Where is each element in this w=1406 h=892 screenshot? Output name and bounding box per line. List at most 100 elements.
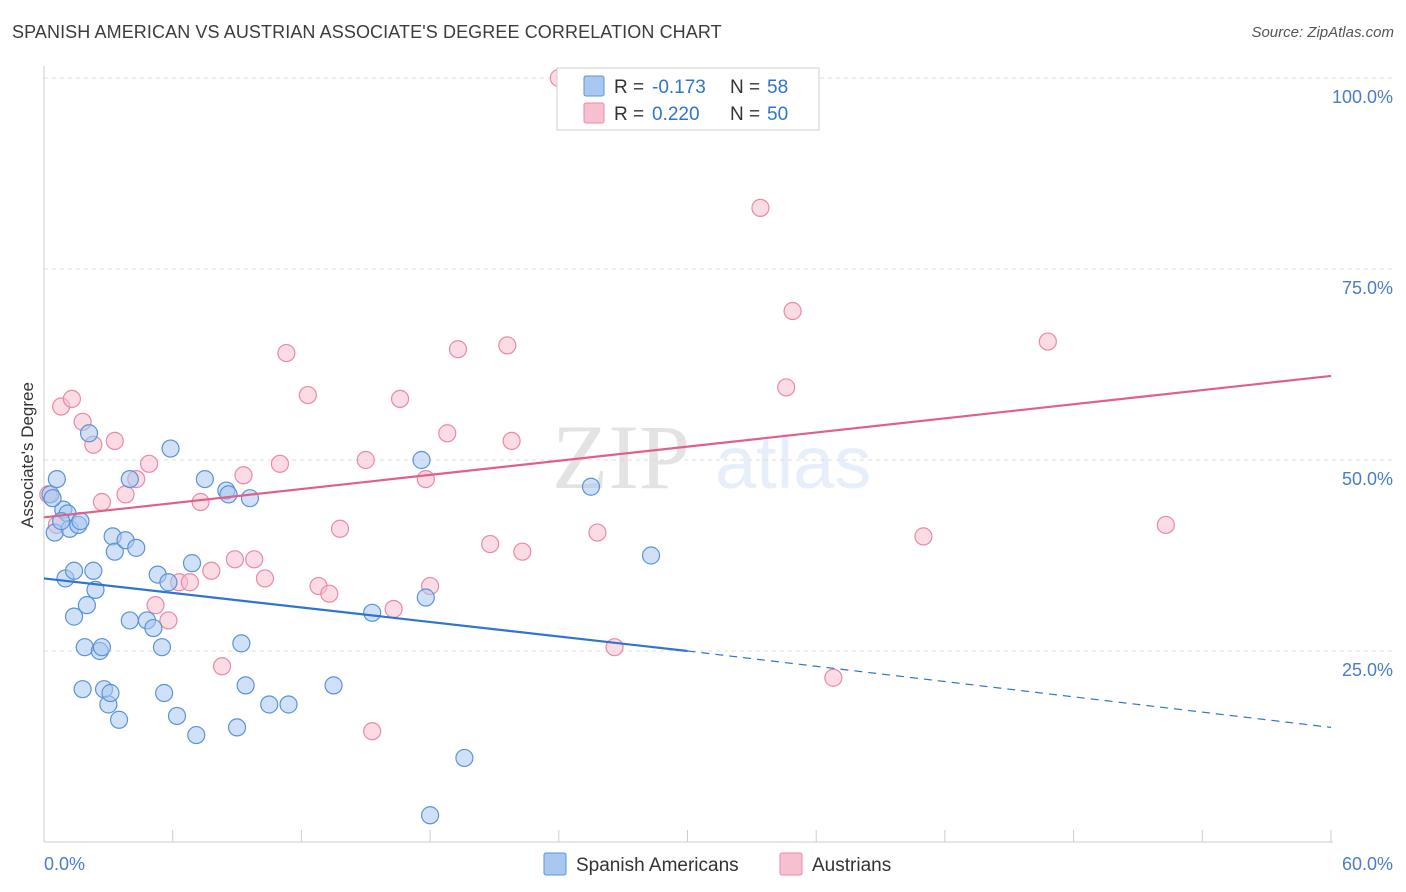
austrians-points xyxy=(39,68,1175,741)
spanish-americans-point xyxy=(75,638,94,657)
austrians-point xyxy=(914,527,933,546)
spanish-americans-point xyxy=(260,695,279,714)
spanish-americans-point xyxy=(195,470,214,489)
austrians-point xyxy=(191,492,210,512)
source-credit: Source: ZipAtlas.com xyxy=(1251,24,1394,41)
trend-line-spanish-americans xyxy=(43,577,688,653)
austrians-point xyxy=(62,389,81,408)
y-tick-labels: 25.0% 50.0% 75.0% 100.0% xyxy=(1332,87,1393,680)
austrians-point xyxy=(146,596,165,615)
austrians-point xyxy=(498,336,517,355)
x-axis-ticks xyxy=(43,830,1332,842)
spanish-americans-point xyxy=(152,638,172,657)
trend-lines xyxy=(43,374,1332,728)
spanish-americans-point xyxy=(363,603,382,622)
spanish-americans-point xyxy=(421,806,440,825)
legend-swatch-blue xyxy=(583,75,605,97)
legend-swatch-pink xyxy=(583,102,605,124)
legend-r-value-pink: 0.220 xyxy=(652,104,700,125)
spanish-americans-point xyxy=(641,546,661,565)
spanish-americans-point xyxy=(240,489,260,508)
austrians-point xyxy=(105,431,124,450)
y-tick-label-25: 25.0% xyxy=(1342,660,1393,680)
austrians-point xyxy=(416,470,435,489)
austrians-point xyxy=(212,657,232,676)
gridlines xyxy=(44,77,1393,652)
spanish-americans-point xyxy=(416,588,435,607)
spanish-americans-point xyxy=(71,512,90,531)
spanish-americans-point xyxy=(161,439,180,458)
spanish-americans-point xyxy=(92,638,112,657)
spanish-americans-point xyxy=(219,485,238,504)
legend-n-value-blue: 58 xyxy=(767,77,788,98)
series-legend: Spanish Americans Austrians xyxy=(543,852,891,876)
austrians-point xyxy=(390,389,410,408)
spanish-americans-point xyxy=(127,538,146,557)
austrians-point xyxy=(481,534,500,554)
legend-r-value-blue: -0.173 xyxy=(652,77,706,98)
spanish-americans-point xyxy=(236,676,255,695)
stats-legend: R = -0.173 N = 58 R = 0.220 N = 50 xyxy=(556,67,820,131)
austrians-point xyxy=(270,454,290,473)
austrians-point xyxy=(234,466,253,485)
spanish-americans-point xyxy=(455,748,474,768)
spanish-americans-point xyxy=(227,718,247,737)
spanish-americans-point xyxy=(73,680,92,699)
y-axis-label: Associate's Degree xyxy=(18,382,37,528)
austrians-point xyxy=(180,573,199,592)
y-tick-label-100: 100.0% xyxy=(1332,87,1393,107)
spanish-americans-point xyxy=(155,683,174,703)
series-legend-swatch-spanish-americans xyxy=(543,852,567,876)
trend-line-austrians xyxy=(43,374,1332,519)
austrians-point xyxy=(116,485,135,504)
austrians-point xyxy=(202,561,221,580)
austrians-point xyxy=(245,550,264,569)
austrians-point xyxy=(159,611,178,630)
spanish-americans-point xyxy=(43,489,62,508)
austrians-point xyxy=(320,584,339,603)
austrians-point xyxy=(384,599,403,619)
legend-r-label-blue: R = xyxy=(614,77,644,98)
chart-title: SPANISH AMERICAN VS AUSTRIAN ASSOCIATE'S… xyxy=(12,22,722,42)
spanish-americans-point xyxy=(182,554,202,573)
spanish-americans-point xyxy=(144,618,163,638)
austrians-point xyxy=(751,198,770,217)
austrians-point xyxy=(298,385,317,405)
austrians-point xyxy=(777,378,796,397)
y-tick-label-50: 50.0% xyxy=(1342,469,1393,489)
series-legend-label-austrians: Austrians xyxy=(812,855,891,876)
spanish-americans-point xyxy=(109,710,129,729)
trend-line-spanish-americans-extrapolated xyxy=(687,650,1332,728)
austrians-point xyxy=(255,569,275,588)
watermark: ZIP atlas xyxy=(552,406,871,508)
legend-n-label-pink: N = xyxy=(730,104,760,125)
spanish-americans-points xyxy=(41,424,661,825)
spanish-americans-point xyxy=(101,683,120,703)
spanish-americans-point xyxy=(64,561,84,580)
austrians-point xyxy=(92,492,112,512)
spanish-americans-point xyxy=(324,676,343,695)
watermark-atlas: atlas xyxy=(715,421,871,504)
spanish-americans-point xyxy=(120,470,139,489)
spanish-americans-point xyxy=(120,611,139,630)
spanish-americans-point xyxy=(232,634,251,653)
austrians-point xyxy=(356,450,375,470)
austrians-point xyxy=(330,519,350,538)
austrians-point xyxy=(783,301,802,321)
series-legend-label-spanish-americans: Spanish Americans xyxy=(576,855,739,876)
spanish-americans-point xyxy=(77,596,97,615)
spanish-americans-point xyxy=(64,607,84,626)
legend-r-label-pink: R = xyxy=(614,104,644,125)
austrians-point xyxy=(502,431,521,450)
austrians-point xyxy=(140,454,159,473)
austrians-point xyxy=(438,424,457,443)
x-tick-label-min: 0.0% xyxy=(44,854,85,874)
austrians-point xyxy=(588,523,607,542)
spanish-americans-point xyxy=(79,424,99,443)
austrians-point xyxy=(363,722,382,741)
y-tick-label-75: 75.0% xyxy=(1342,278,1393,298)
series-legend-swatch-austrians xyxy=(779,852,803,876)
x-tick-label-max: 60.0% xyxy=(1342,854,1393,874)
spanish-americans-point xyxy=(105,542,124,561)
